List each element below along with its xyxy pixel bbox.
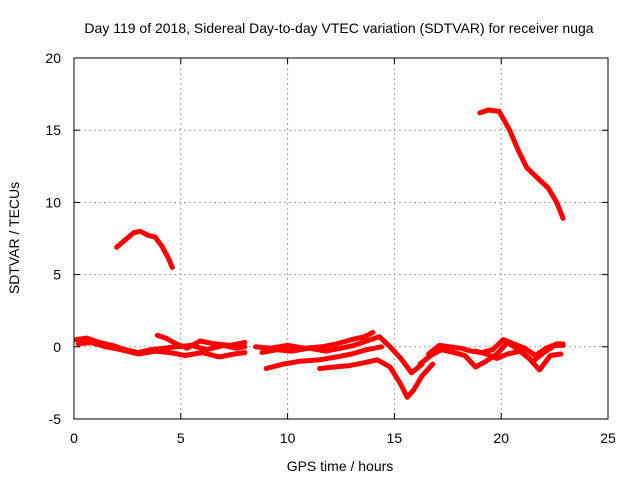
- x-tick-label: 10: [280, 430, 296, 446]
- y-axis-label: SDTVAR / TECUs: [6, 182, 22, 294]
- x-tick-label: 25: [600, 430, 616, 446]
- plot-frame: [73, 57, 609, 420]
- y-tick-label: 15: [45, 122, 61, 138]
- series-arc-early-peak: [114, 228, 175, 270]
- x-tick-label: 15: [387, 430, 403, 446]
- x-tick-label: 5: [177, 430, 185, 446]
- x-tick-label: 0: [70, 430, 78, 446]
- series-arc-b: [75, 340, 248, 360]
- series-arc-c: [154, 332, 248, 351]
- series-arc-d: [253, 329, 376, 351]
- series-arc-e: [259, 334, 425, 376]
- series-arc-late-high: [477, 107, 566, 221]
- y-tick-label: 20: [45, 50, 61, 66]
- y-tick-label: 10: [45, 194, 61, 210]
- y-tick-label: 5: [53, 267, 61, 283]
- series-arc-g: [317, 357, 436, 400]
- series-layer: [73, 107, 566, 400]
- y-tick-label: 0: [53, 339, 61, 355]
- y-tick-label: -5: [49, 411, 62, 427]
- x-axis-label: GPS time / hours: [287, 458, 394, 474]
- series-arc-j: [473, 342, 566, 364]
- series-arc-f: [263, 344, 385, 371]
- x-tick-label: 20: [493, 430, 509, 446]
- tick-layer: 0 5 10 15 20 25 -5 0 5 10 15 20: [45, 50, 616, 446]
- chart-title: Day 119 of 2018, Sidereal Day-to-day VTE…: [84, 20, 593, 36]
